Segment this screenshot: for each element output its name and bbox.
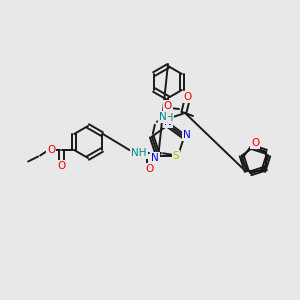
Text: O: O [146, 164, 154, 174]
Text: N: N [183, 130, 191, 140]
Text: NH: NH [131, 148, 147, 158]
Text: O: O [251, 138, 259, 148]
Text: H: H [166, 113, 173, 123]
Text: S: S [173, 151, 179, 161]
Text: N: N [159, 112, 167, 122]
Text: O: O [184, 92, 192, 102]
Text: O: O [57, 161, 65, 171]
Text: O: O [47, 145, 55, 155]
Text: O: O [164, 101, 172, 111]
Text: N: N [151, 153, 159, 163]
Text: N: N [164, 117, 172, 127]
